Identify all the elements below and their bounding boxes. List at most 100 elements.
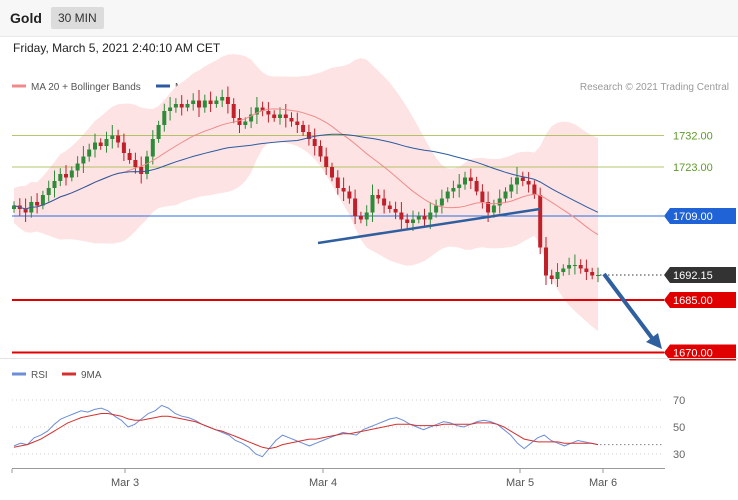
candle-body: [318, 146, 323, 157]
x-tick-label: Mar 3: [111, 477, 139, 489]
candle-body: [35, 202, 40, 206]
candle-body: [376, 195, 381, 199]
candle-body: [590, 272, 595, 276]
rsi-legend-swatch: [12, 372, 26, 376]
rsi-line: [13, 404, 599, 458]
rsi-tick-label: 30: [673, 449, 685, 461]
candle-body: [225, 97, 230, 104]
ma9-legend-swatch: [62, 372, 76, 376]
level-tag-support: [664, 292, 736, 308]
candle-body: [572, 265, 577, 266]
price-levels: [12, 135, 664, 354]
candle-body: [93, 142, 97, 150]
level-label-pivot: 1709.00: [673, 211, 713, 223]
instrument-title: Gold: [10, 10, 42, 26]
candle-body: [283, 114, 288, 118]
candle-body: [347, 191, 352, 199]
x-tick-label: Mar 6: [589, 477, 617, 489]
candle-body: [439, 198, 444, 206]
candle-body: [584, 268, 589, 272]
candle-body: [393, 209, 398, 213]
candle-body: [168, 107, 173, 111]
candle-body: [567, 265, 572, 269]
candle-body: [145, 156, 149, 174]
candle-body: [173, 104, 178, 108]
rsi-legend-label: RSI: [31, 370, 48, 381]
candle-body: [364, 212, 369, 220]
candle-body: [445, 191, 450, 199]
timeframe-button[interactable]: 30 MIN: [51, 7, 104, 29]
candle-body: [520, 177, 525, 181]
candle-body: [266, 111, 271, 115]
candle-body: [231, 104, 236, 118]
candle-body: [434, 205, 439, 213]
ma9-legend-label: 9MA: [81, 370, 102, 381]
ma50-legend-swatch: [156, 84, 170, 88]
ma50-line: [13, 133, 599, 213]
rsi-tick-label: 50: [673, 422, 685, 434]
candle-body: [330, 167, 334, 178]
level-label-resistance: 1732.00: [673, 131, 713, 143]
price-level-labels: 1732.00 1723.00 1709.00 1692.15 1685.00 1670.…: [664, 131, 736, 361]
candle-body: [110, 135, 115, 139]
candle-body: [249, 114, 254, 122]
candle-body: [202, 100, 207, 108]
candle-body: [272, 114, 277, 118]
candle-body: [156, 125, 161, 139]
candle-body: [98, 142, 103, 146]
credit-text: Research © 2021 Trading Central: [580, 82, 729, 93]
candle-body: [474, 181, 479, 192]
candle-body: [81, 156, 86, 164]
candle-body: [64, 174, 68, 178]
candle-body: [399, 212, 404, 220]
candle-body: [544, 247, 548, 276]
candle-body: [301, 125, 306, 132]
candle-body: [503, 191, 508, 199]
candle-body: [353, 198, 358, 216]
x-tick-label: Mar 5: [506, 477, 534, 489]
candle-body: [486, 202, 491, 213]
candle-body: [121, 142, 126, 153]
candle-body: [549, 275, 554, 279]
trendline: [317, 207, 541, 245]
candle-body: [289, 118, 294, 122]
candle-body: [468, 177, 473, 181]
candle-body: [312, 139, 317, 146]
rsi-lines: [13, 404, 664, 458]
candle-body: [52, 181, 57, 188]
candle-body: [596, 275, 600, 276]
candle-body: [75, 163, 80, 171]
candle-body: [220, 97, 225, 101]
candle-body: [40, 195, 45, 206]
candle-body: [532, 184, 537, 195]
candle-body: [405, 219, 410, 223]
x-tick-label: Mar 4: [309, 477, 337, 489]
candle-body: [162, 111, 167, 125]
ma20-legend-swatch: [12, 84, 26, 88]
candle-body: [578, 265, 583, 269]
forecast-arrow-line: [602, 272, 654, 340]
candle-body: [370, 195, 375, 213]
level-label-support: 1685.00: [673, 295, 713, 307]
candle-body: [463, 177, 467, 185]
candle-body: [58, 174, 63, 181]
level-label-support: 1670.00: [673, 348, 713, 360]
candle-body: [237, 118, 242, 125]
header-bar: Gold 30 MIN: [0, 0, 738, 37]
bollinger-bands: [14, 54, 598, 332]
chart-datetime: Friday, March 5, 2021 2:40:10 AM CET: [13, 41, 221, 55]
candle-body: [87, 149, 92, 157]
candle-body: [358, 216, 363, 220]
candle-body: [497, 198, 502, 206]
level-tag-pivot: [664, 208, 736, 224]
candle-body: [411, 219, 415, 223]
candle-body: [491, 205, 496, 213]
rsi-tick-label: 70: [673, 395, 685, 407]
candle-body: [295, 121, 300, 125]
candle-body: [179, 104, 184, 108]
candle-body: [515, 177, 519, 185]
candle-body: [23, 209, 28, 213]
rsi-grid: 70 50 30: [12, 395, 685, 461]
candle-body: [428, 212, 433, 220]
